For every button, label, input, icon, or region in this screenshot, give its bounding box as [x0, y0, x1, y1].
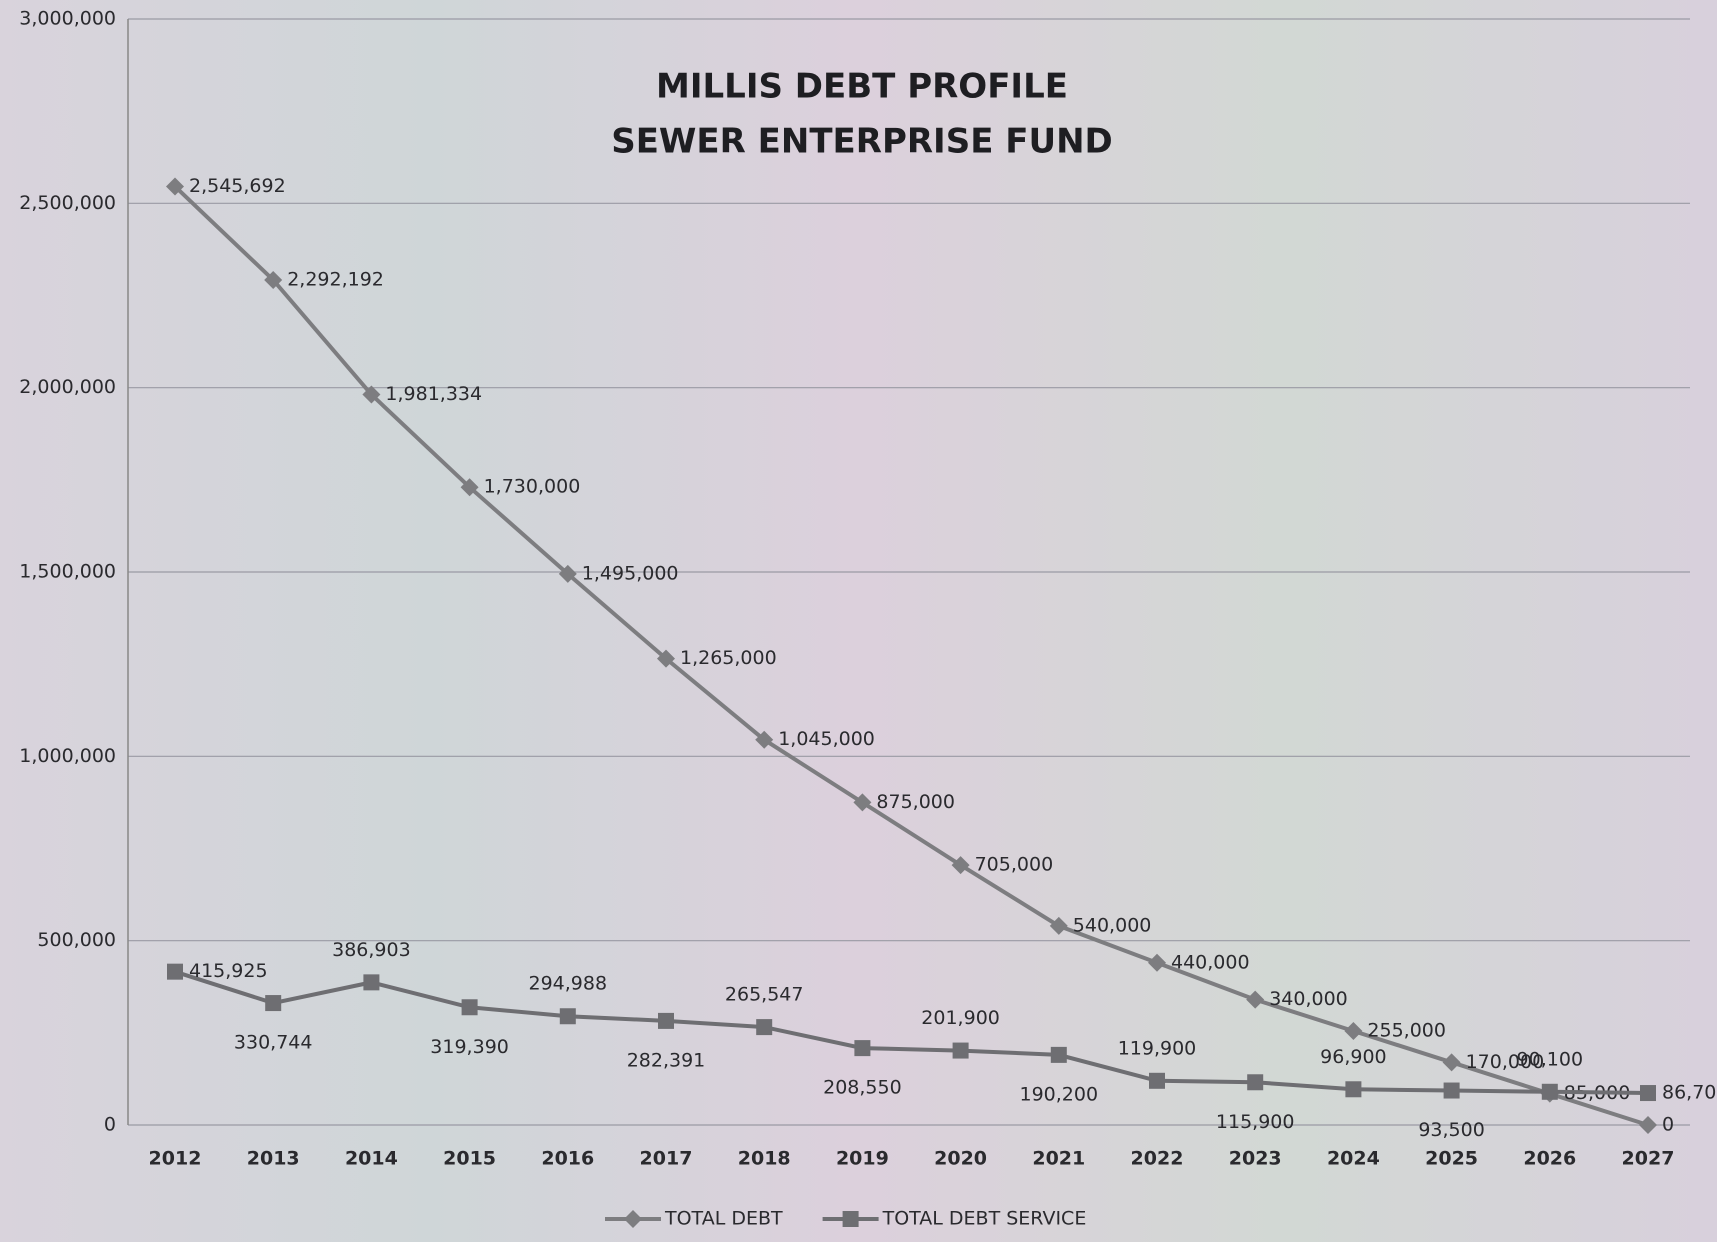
marker — [559, 1008, 576, 1025]
data-label: 1,045,000 — [778, 728, 875, 750]
marker — [1247, 1074, 1264, 1091]
data-label: 386,903 — [332, 939, 411, 961]
y-tick-label: 0 — [104, 1114, 116, 1136]
marker — [1148, 953, 1166, 972]
marker — [1149, 1072, 1165, 1089]
data-label: 415,925 — [189, 960, 268, 982]
x-tick-label: 2026 — [1523, 1148, 1576, 1170]
legend-label: TOTAL DEBT SERVICE — [882, 1208, 1087, 1230]
marker — [1049, 916, 1068, 935]
marker — [755, 730, 774, 749]
marker — [1050, 1046, 1067, 1063]
data-label: 119,900 — [1118, 1037, 1197, 1059]
marker — [558, 564, 577, 583]
data-label: 115,900 — [1216, 1111, 1295, 1133]
data-label: 255,000 — [1367, 1019, 1446, 1041]
x-tick-label: 2022 — [1131, 1148, 1184, 1170]
marker — [1344, 1021, 1363, 1040]
marker — [167, 963, 183, 980]
marker — [951, 856, 970, 875]
x-tick-label: 2018 — [738, 1148, 791, 1170]
data-label: 319,390 — [430, 1036, 509, 1058]
marker — [853, 793, 872, 812]
marker — [1246, 990, 1265, 1009]
marker — [952, 1042, 969, 1059]
marker — [1541, 1083, 1558, 1100]
chart-subtitle: SEWER ENTERPRISE FUND — [611, 122, 1113, 162]
marker — [658, 1012, 674, 1029]
marker — [265, 995, 282, 1012]
y-tick-label: 3,000,000 — [19, 8, 116, 30]
marker — [363, 974, 380, 991]
data-label: 2,545,692 — [189, 175, 286, 197]
x-tick-label: 2023 — [1229, 1148, 1282, 1170]
x-tick-label: 2014 — [345, 1148, 398, 1170]
data-label: 170,000 — [1466, 1051, 1545, 1073]
marker — [756, 1019, 773, 1036]
chart-title: MILLIS DEBT PROFILE — [656, 67, 1068, 107]
series-line — [174, 969, 1649, 1096]
x-tick-label: 2027 — [1622, 1148, 1675, 1170]
data-label: 540,000 — [1073, 914, 1152, 936]
data-label: 265,547 — [725, 984, 804, 1006]
marker — [842, 1211, 859, 1227]
data-label: 340,000 — [1269, 988, 1348, 1010]
data-label: 1,265,000 — [680, 647, 777, 669]
marker — [166, 177, 184, 196]
data-label: 208,550 — [823, 1077, 902, 1099]
x-tick-label: 2025 — [1425, 1148, 1478, 1170]
marker — [657, 649, 675, 668]
x-tick-label: 2013 — [247, 1148, 300, 1170]
marker — [362, 385, 381, 404]
data-label: 201,900 — [921, 1007, 1000, 1029]
data-label: 86,700 — [1662, 1082, 1717, 1104]
data-label: 875,000 — [876, 791, 955, 813]
x-tick-label: 2019 — [836, 1148, 889, 1170]
x-tick-label: 2015 — [443, 1148, 496, 1170]
y-tick-label: 2,500,000 — [19, 192, 116, 214]
x-tick-label: 2017 — [640, 1148, 693, 1170]
marker — [1640, 1085, 1656, 1102]
data-label: 282,391 — [627, 1049, 706, 1071]
data-label: 96,900 — [1320, 1046, 1386, 1068]
x-tick-label: 2021 — [1032, 1148, 1085, 1170]
data-label: 440,000 — [1171, 951, 1250, 973]
data-label: 1,981,334 — [385, 383, 482, 405]
x-tick-label: 2012 — [149, 1148, 202, 1170]
y-tick-label: 1,000,000 — [19, 745, 116, 767]
marker — [854, 1040, 871, 1057]
series-line — [173, 185, 1649, 1127]
marker — [1345, 1081, 1362, 1098]
marker — [624, 1210, 642, 1228]
data-label: 0 — [1662, 1114, 1674, 1136]
marker — [264, 270, 283, 289]
x-tick-label: 2024 — [1327, 1148, 1380, 1170]
data-label: 93,500 — [1418, 1119, 1484, 1141]
y-tick-label: 2,000,000 — [19, 376, 116, 398]
marker — [461, 999, 478, 1016]
x-tick-label: 2020 — [934, 1148, 987, 1170]
data-label: 1,495,000 — [582, 562, 679, 584]
x-tick-label: 2016 — [541, 1148, 594, 1170]
marker — [1639, 1116, 1657, 1134]
data-label: 330,744 — [234, 1032, 313, 1054]
marker — [1443, 1082, 1460, 1099]
marker — [460, 478, 479, 497]
data-label: 2,292,192 — [287, 268, 384, 290]
y-tick-label: 1,500,000 — [19, 561, 116, 583]
data-label: 90,100 — [1517, 1048, 1583, 1070]
data-label: 294,988 — [529, 973, 608, 995]
data-label: 705,000 — [975, 854, 1054, 876]
marker — [1442, 1053, 1461, 1072]
legend-label: TOTAL DEBT — [664, 1208, 783, 1230]
data-label: 190,200 — [1020, 1083, 1099, 1105]
data-label: 1,730,000 — [484, 476, 581, 498]
y-tick-label: 500,000 — [37, 929, 116, 951]
